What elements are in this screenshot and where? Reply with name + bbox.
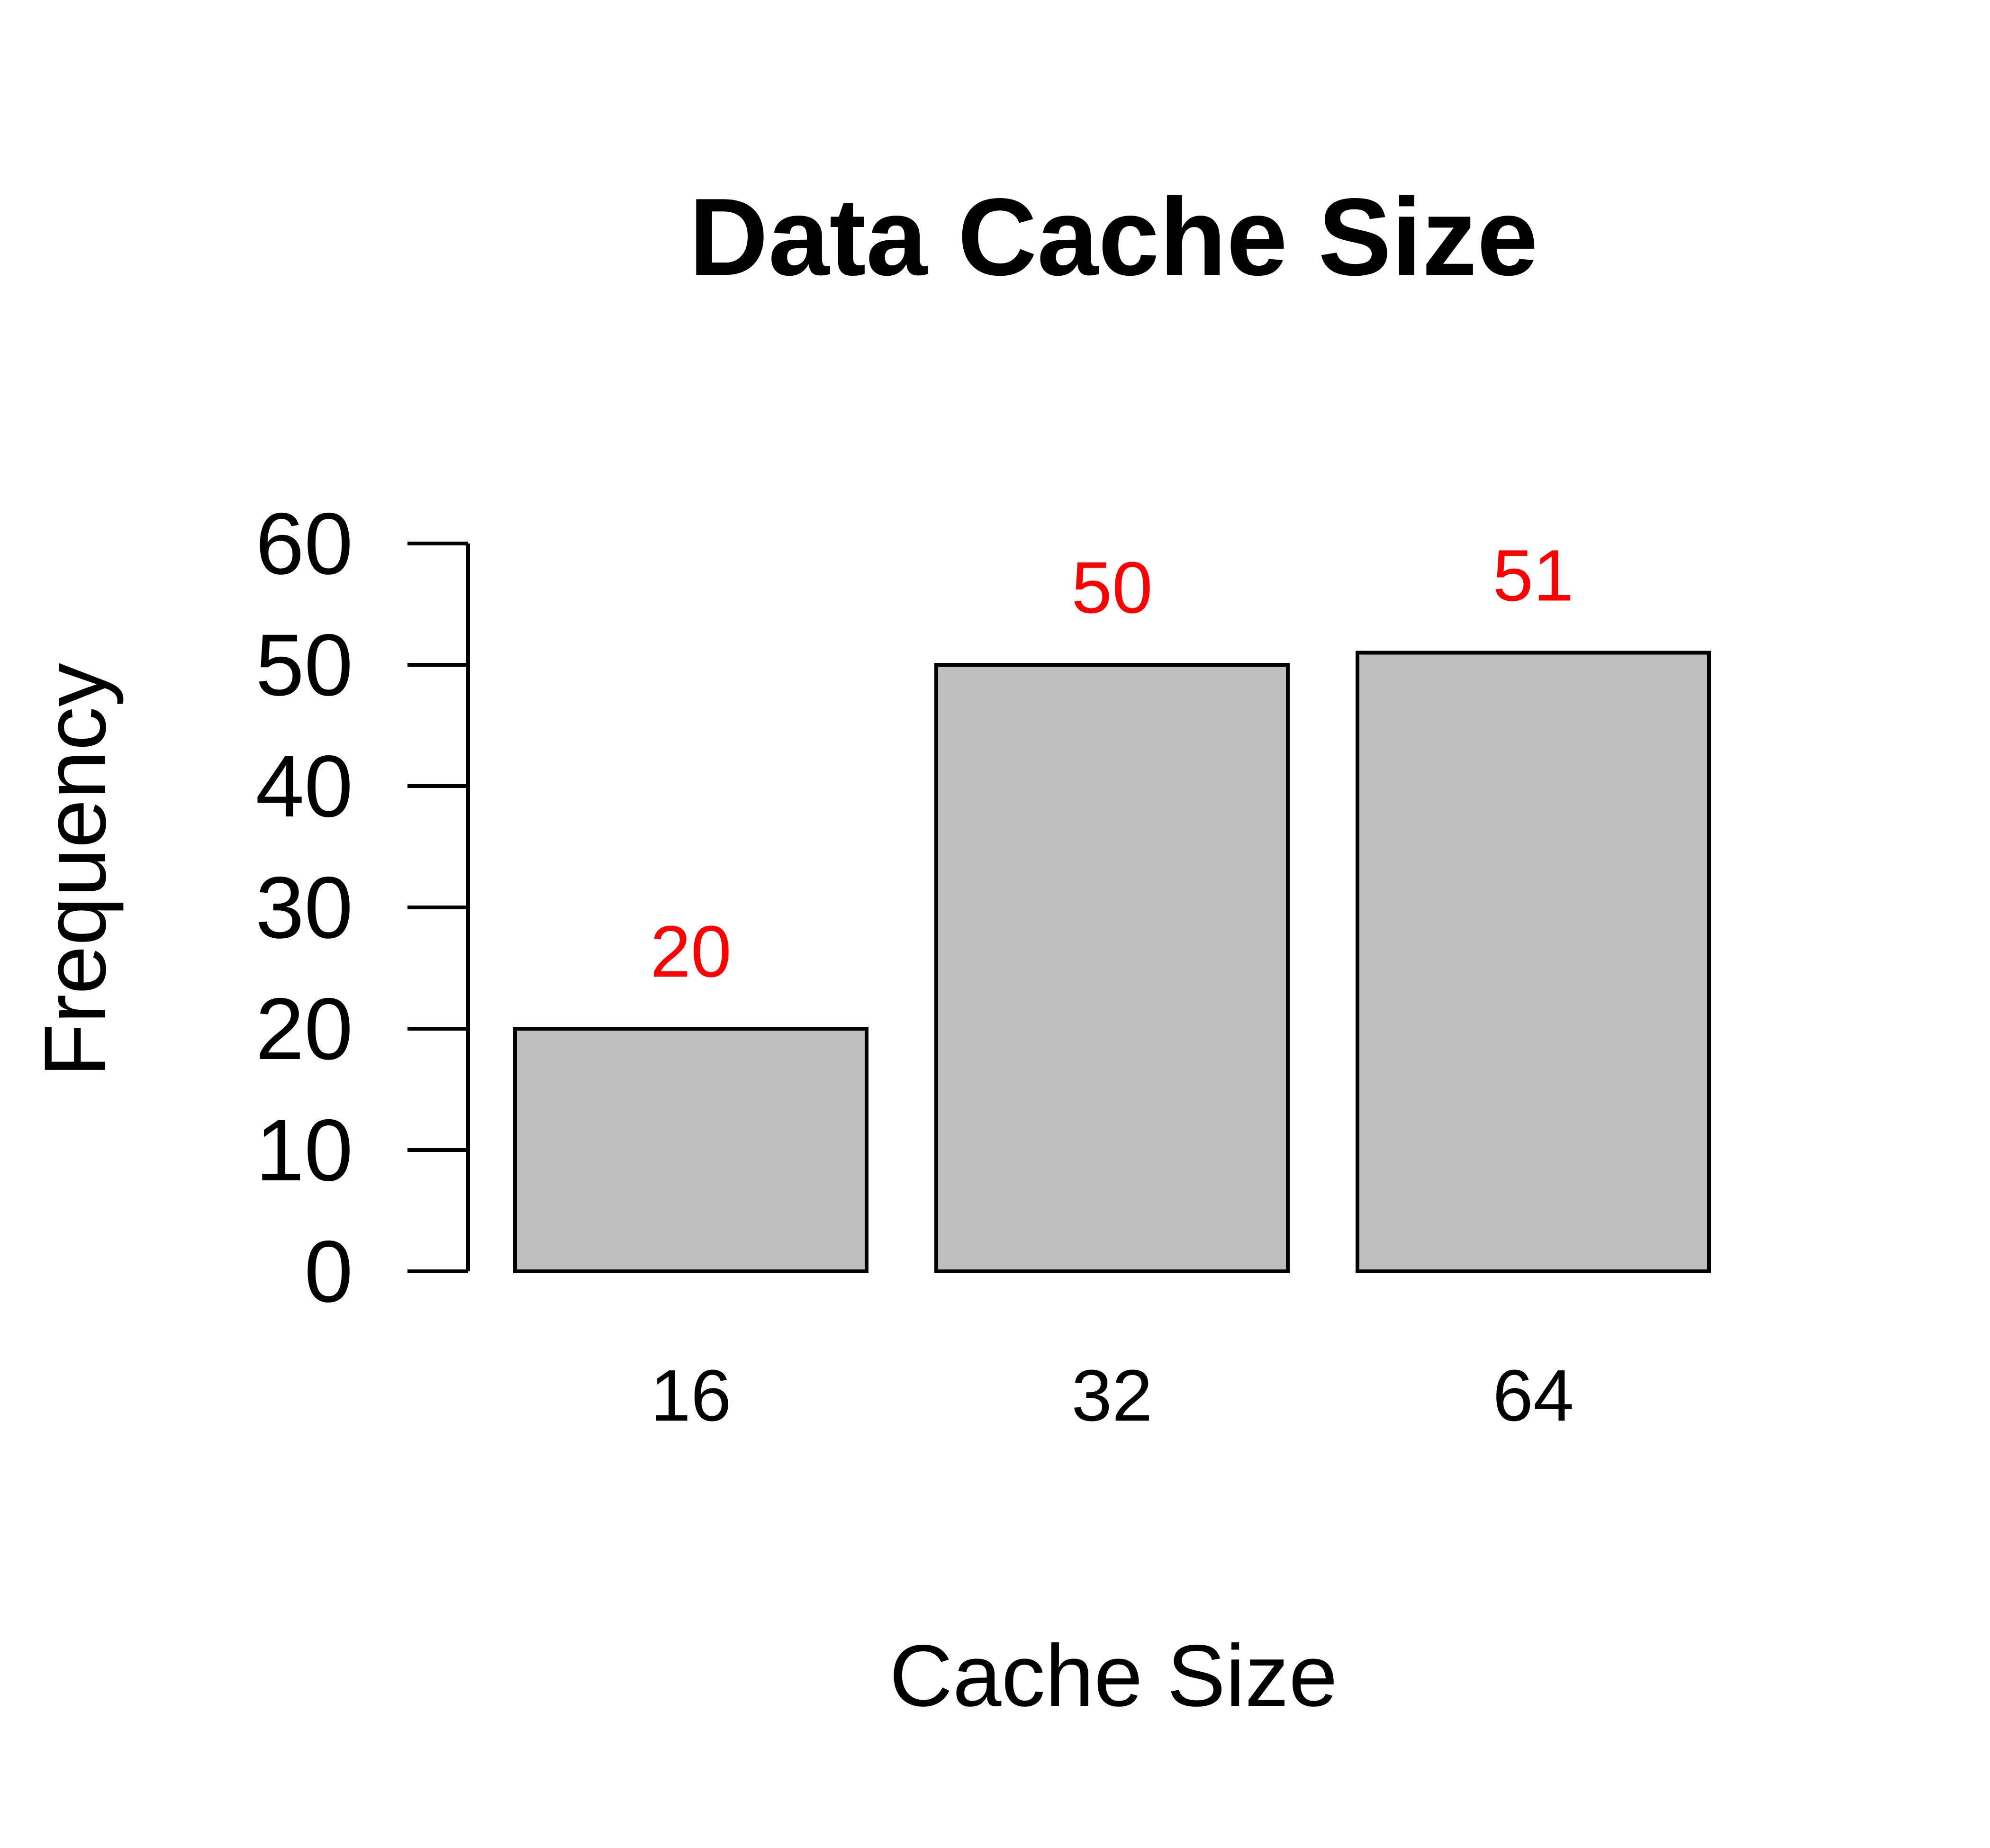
data-label: 51 <box>1492 534 1574 616</box>
y-tick-label: 10 <box>255 1102 353 1199</box>
y-tick-label: 40 <box>255 738 353 835</box>
bar-32 <box>934 663 1290 1273</box>
chart-title: Data Cache Size <box>689 176 1538 299</box>
y-tick-label: 0 <box>304 1223 353 1321</box>
y-axis-title: Frequency <box>27 662 124 1077</box>
y-tick-label: 20 <box>255 980 353 1078</box>
data-label: 50 <box>1071 547 1152 628</box>
data-label: 20 <box>650 911 731 992</box>
y-tick-label: 50 <box>255 616 353 714</box>
x-axis-title: Cache Size <box>889 1627 1338 1725</box>
y-tick-label: 30 <box>255 859 353 957</box>
x-tick-label: 32 <box>1071 1355 1152 1436</box>
y-axis-ticks: 0 10 20 30 40 50 60 <box>255 495 468 1321</box>
y-tick-label: 60 <box>255 495 353 593</box>
x-axis-tick-labels: 16 32 64 <box>650 1355 1574 1436</box>
data-labels-group: 20 50 51 <box>650 534 1574 992</box>
bars-group <box>513 651 1711 1273</box>
bar-16 <box>513 1027 868 1273</box>
bar-64 <box>1356 651 1711 1273</box>
x-tick-label: 64 <box>1492 1355 1574 1436</box>
x-tick-label: 16 <box>650 1355 731 1436</box>
